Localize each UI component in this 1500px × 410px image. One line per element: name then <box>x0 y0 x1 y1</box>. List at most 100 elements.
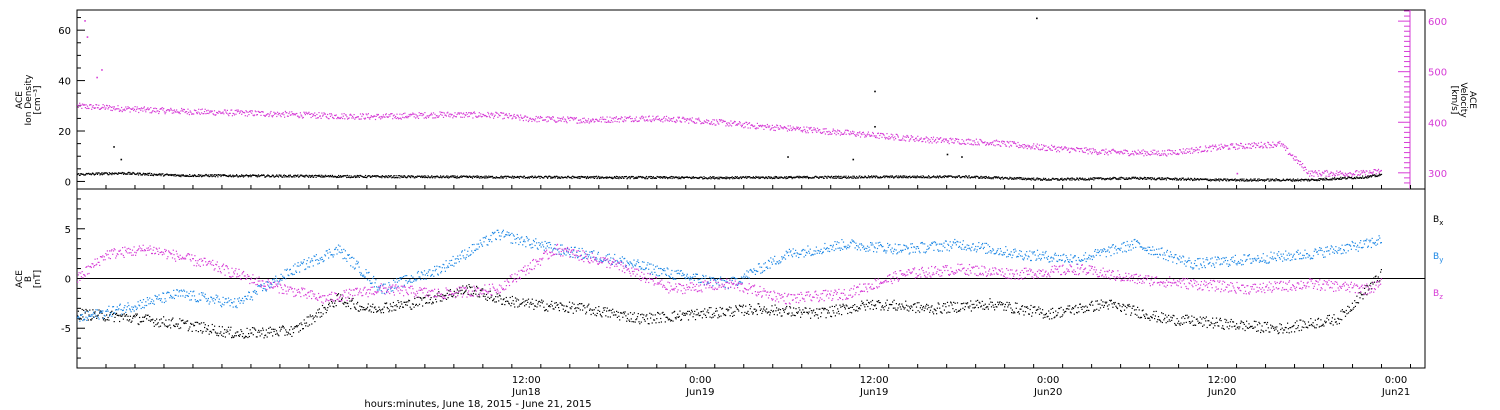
ion-density-point <box>789 176 791 178</box>
bx-point <box>627 313 629 315</box>
ion-density-point <box>1350 177 1352 179</box>
ion-density-point <box>1084 177 1086 180</box>
ion-density-point <box>839 176 841 178</box>
ion-density-point <box>562 177 564 179</box>
ion-density-point <box>821 176 823 178</box>
ion-density-point <box>402 175 404 177</box>
bx-point <box>685 312 687 314</box>
ion-density-point <box>199 174 201 176</box>
ion-density-point <box>1167 177 1169 179</box>
ion-density-point <box>242 174 244 176</box>
velocity-point <box>171 112 173 114</box>
velocity-point <box>295 113 297 115</box>
bx-point <box>548 305 550 307</box>
velocity-point <box>1018 144 1020 146</box>
velocity-point <box>117 105 119 107</box>
ion-density-point <box>1138 178 1140 180</box>
ion-density-point <box>1277 179 1279 181</box>
ion-density-point <box>1113 176 1115 178</box>
velocity-point <box>662 121 664 123</box>
bx-point <box>248 333 250 335</box>
ion-density-point <box>485 177 487 179</box>
velocity-point <box>590 121 592 123</box>
ion-density-point <box>313 176 315 178</box>
velocity-point <box>560 120 562 122</box>
velocity-point <box>529 117 531 119</box>
ion-density-point <box>177 174 179 176</box>
ion-density-point <box>323 176 325 178</box>
velocity-point <box>1158 152 1160 155</box>
velocity-point <box>605 121 607 123</box>
bx-point <box>317 309 319 311</box>
velocity-point <box>996 144 998 146</box>
bx-point <box>687 319 690 321</box>
velocity-point <box>1309 173 1311 175</box>
ion-density-point <box>1073 178 1075 180</box>
velocity-point <box>269 114 271 116</box>
ion-density-point <box>270 176 272 178</box>
velocity-point <box>875 135 877 137</box>
velocity-point <box>1027 144 1029 146</box>
ion-density-point <box>164 173 166 176</box>
velocity-point <box>130 108 133 110</box>
ion-density-point <box>525 176 527 179</box>
velocity-point <box>435 115 437 117</box>
bx-point <box>639 323 641 325</box>
density-tick-label: 20 <box>58 127 71 138</box>
velocity-point <box>900 139 902 141</box>
bx-point <box>690 312 692 314</box>
ion-density-point <box>923 176 925 178</box>
ion-density-point <box>796 175 798 177</box>
ion-density-point <box>1180 179 1182 181</box>
ion-density-point <box>267 174 269 176</box>
bx-point <box>664 321 666 323</box>
velocity-point <box>556 121 558 123</box>
ion-density-point <box>1221 179 1223 181</box>
velocity-point <box>713 123 715 125</box>
ion-density-point <box>426 177 429 179</box>
velocity-point <box>987 142 989 144</box>
ion-density-point <box>984 176 986 178</box>
bx-point <box>643 318 645 321</box>
ion-density-point <box>1227 178 1229 180</box>
ion-density-point <box>1013 177 1015 179</box>
velocity-point <box>1008 146 1010 148</box>
velocity-point <box>246 115 248 117</box>
bx-point <box>576 307 578 309</box>
velocity-point <box>311 113 313 115</box>
ion-density-point <box>554 177 556 179</box>
velocity-point <box>1015 145 1018 147</box>
velocity-point <box>958 138 960 141</box>
velocity-point <box>1302 163 1304 165</box>
velocity-point <box>1240 142 1242 144</box>
ion-density-point <box>1193 177 1196 179</box>
velocity-point <box>85 104 87 106</box>
velocity-point <box>546 121 548 123</box>
velocity-point <box>1141 150 1143 152</box>
bx-point <box>78 318 80 320</box>
bx-point <box>438 291 440 293</box>
bx-point <box>662 311 664 313</box>
bx-point <box>521 303 523 305</box>
ion-density-point <box>1203 178 1206 180</box>
bx-point <box>616 310 618 312</box>
velocity-point <box>447 111 449 113</box>
velocity-point <box>397 117 399 119</box>
bx-point <box>357 310 359 312</box>
bx-point <box>357 301 359 303</box>
velocity-point <box>592 118 594 120</box>
velocity-point <box>1224 145 1227 147</box>
velocity-point <box>339 117 342 120</box>
ion-density-point <box>310 175 312 177</box>
bx-point <box>711 313 714 316</box>
bx-point <box>695 314 697 316</box>
bx-point <box>421 299 423 301</box>
velocity-point <box>765 126 767 128</box>
bx-point <box>742 306 744 308</box>
velocity-point <box>712 119 714 121</box>
velocity-point <box>921 141 923 143</box>
ion-density-point <box>936 175 938 177</box>
velocity-point <box>830 133 832 135</box>
velocity-point <box>243 111 245 113</box>
velocity-point <box>412 113 415 115</box>
